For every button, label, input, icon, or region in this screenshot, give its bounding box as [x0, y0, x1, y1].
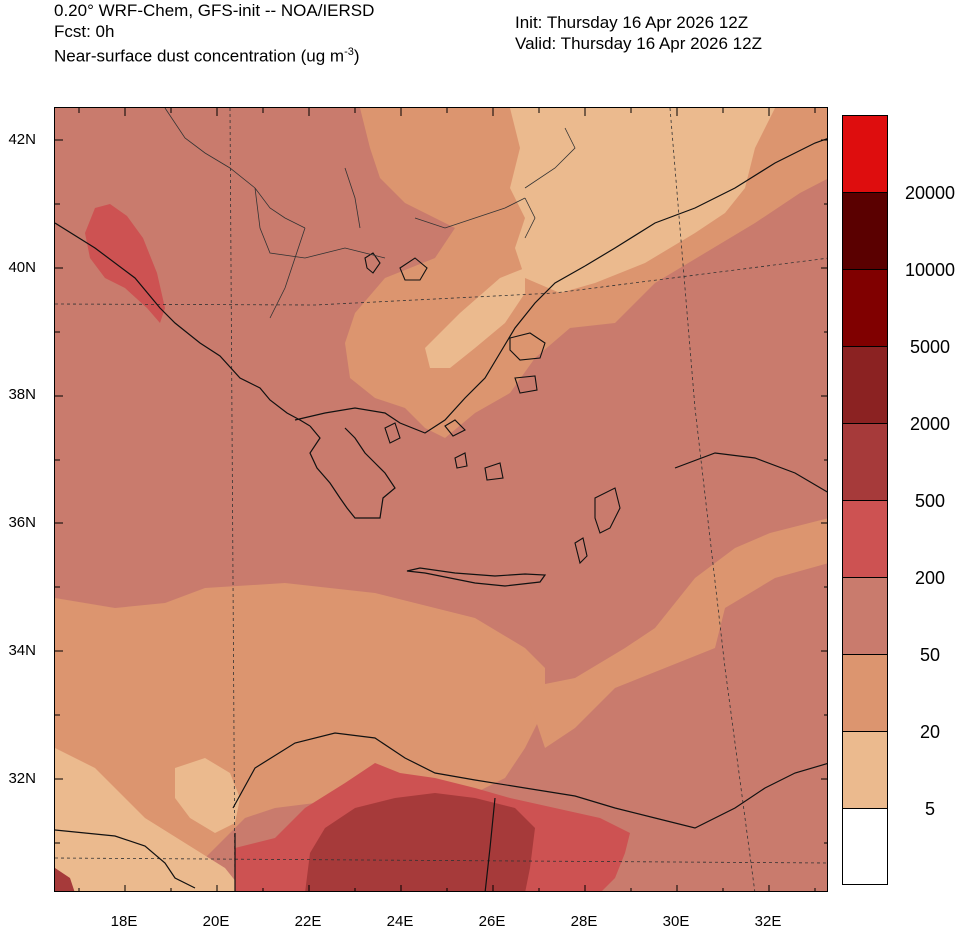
colorbar-box-500 [843, 501, 887, 578]
variable-title: Near-surface dust concentration (ug m-3) [54, 46, 360, 66]
lon-label-24e: 24E [386, 913, 414, 930]
colorbar-box-200 [843, 578, 887, 655]
field-20-50-east [525, 518, 827, 748]
colorbar-label-10000: 10000 [904, 260, 956, 280]
lat-label-40n: 40N [8, 259, 36, 276]
coastlines [55, 138, 827, 891]
lon-label-20e: 20E [202, 913, 230, 930]
field-5-20-north [510, 108, 775, 293]
dust-concentration-map[interactable] [54, 107, 828, 892]
graticule [55, 108, 827, 891]
colorbar-box-2000 [843, 424, 887, 501]
field-5-20-sw [55, 748, 244, 891]
colorbar-label-500: 500 [914, 491, 946, 511]
lon-label-28e: 28E [570, 913, 598, 930]
field-500-2000-core [305, 793, 535, 891]
lat-label-36n: 36N [8, 514, 36, 531]
init-time: Init: Thursday 16 Apr 2026 12Z [515, 13, 749, 32]
model-title: 0.20° WRF-Chem, GFS-init -- NOA/IERSD [54, 1, 375, 20]
colorbar-box-20000 [843, 193, 887, 270]
lat-label-38n: 38N [8, 386, 36, 403]
colorbar-label-5: 5 [924, 799, 935, 819]
field-20-50-south [55, 583, 545, 891]
lon-label-18e: 18E [110, 913, 138, 930]
colorbar-box-top [843, 116, 887, 193]
islands [364, 252, 621, 565]
borders [164, 108, 576, 319]
field-200-500-nw [85, 204, 165, 323]
colorbar-label-50: 50 [919, 645, 941, 665]
colorbar-label-20000: 20000 [904, 183, 956, 203]
colorbar-label-2000: 2000 [909, 414, 951, 434]
colorbar-box-10000 [843, 270, 887, 347]
colorbar-box-20 [843, 732, 887, 809]
forecast-hour: Fcst: 0h [54, 22, 115, 41]
plot-title-block: 0.20° WRF-Chem, GFS-init -- NOA/IERSD Fc… [54, 0, 374, 67]
map-canvas [55, 108, 827, 891]
colorbar-box-50 [843, 655, 887, 732]
colorbar-box-5000 [843, 347, 887, 424]
colorbar-label-20: 20 [919, 722, 941, 742]
colorbar [842, 115, 888, 885]
field-5-20-libya [175, 758, 240, 833]
lat-label-32n: 32N [8, 770, 36, 787]
lon-label-32e: 32E [754, 913, 782, 930]
lat-label-34n: 34N [8, 642, 36, 659]
colorbar-label-5000: 5000 [909, 337, 951, 357]
field-500-2000-nw-edge [55, 868, 75, 891]
lon-label-26e: 26E [478, 913, 506, 930]
time-info-block: Init: Thursday 16 Apr 2026 12Z Valid: Th… [515, 12, 762, 54]
field-5-20-aegean [425, 268, 525, 368]
colorbar-box-5 [843, 809, 887, 884]
lat-label-42n: 42N [8, 131, 36, 148]
axis-ticks [55, 108, 827, 891]
lon-label-30e: 30E [662, 913, 690, 930]
valid-time: Valid: Thursday 16 Apr 2026 12Z [515, 34, 762, 53]
colorbar-label-200: 200 [914, 568, 946, 588]
lon-label-22e: 22E [294, 913, 322, 930]
